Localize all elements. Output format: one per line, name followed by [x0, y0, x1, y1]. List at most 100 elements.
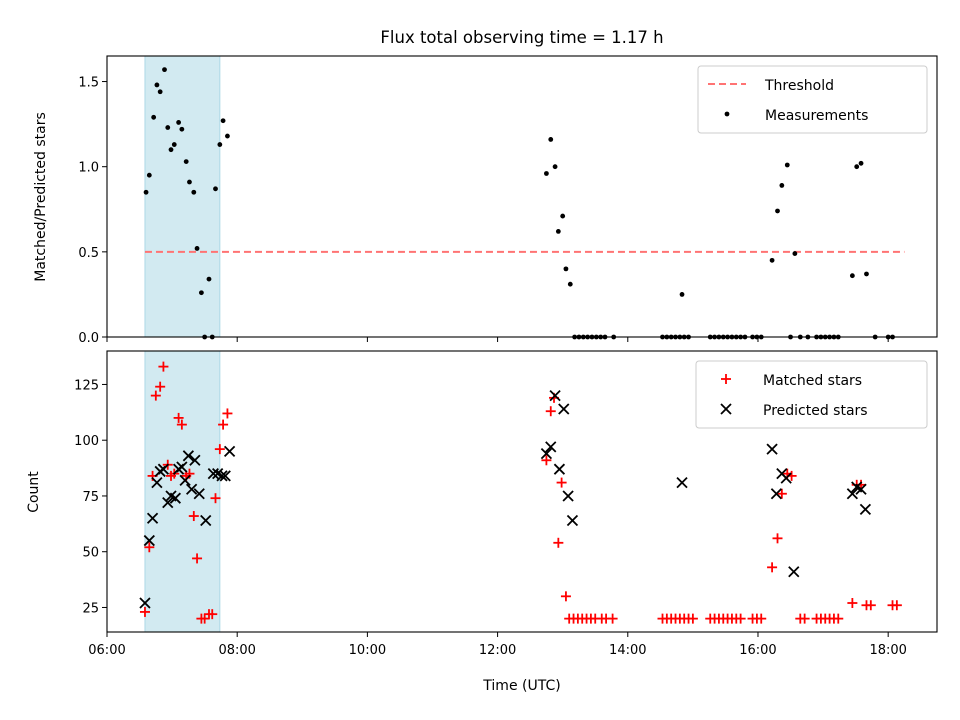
predicted-star-point — [540, 447, 553, 460]
measurement-point — [168, 147, 174, 153]
predicted-star-point — [566, 514, 579, 527]
top-y-tick-label: 0.0 — [78, 331, 99, 346]
matched-star-point — [891, 600, 902, 611]
top-legend: Threshold Measurements — [697, 65, 928, 134]
legend-matched-label: Matched stars — [763, 373, 862, 389]
measurement-point — [784, 162, 790, 168]
measurement-point — [217, 142, 223, 147]
measurement-point — [183, 159, 189, 164]
matched-star-point — [847, 598, 858, 609]
matched-star-point — [176, 419, 187, 430]
measurement-point — [157, 89, 163, 95]
bottom-y-tick-label: 50 — [82, 546, 99, 561]
predicted-star-point — [766, 443, 778, 455]
predicted-star-point-b — [182, 450, 195, 462]
measurement-point — [213, 186, 218, 192]
measurement-point — [567, 281, 573, 287]
top-legend-box — [697, 65, 928, 134]
measurement-point — [176, 120, 182, 125]
measurement-point — [206, 276, 212, 282]
predicted-star-point-b — [770, 488, 783, 500]
predicted-star-point — [139, 597, 151, 609]
legend-threshold-label: Threshold — [764, 78, 834, 94]
bottom-panel-frame — [106, 350, 938, 633]
measurement-point — [544, 171, 549, 176]
predicted-star-point-b — [216, 470, 228, 482]
matched-star-point — [833, 613, 844, 624]
predicted-star-point — [846, 488, 859, 500]
predicted-star-point — [146, 512, 159, 524]
predicted-star-point — [185, 483, 198, 495]
predicted-star-point — [151, 476, 163, 489]
predicted-star-point — [549, 389, 561, 402]
predicted-star-point — [545, 441, 557, 453]
top-y-axis-label: Matched/Predicted stars — [33, 112, 49, 282]
bottom-y-tick-label: 125 — [74, 378, 99, 393]
predicted-star-point-b — [179, 474, 191, 486]
legend-matched-marker — [721, 374, 731, 384]
matched-star-point — [155, 381, 166, 392]
predicted-star-point-b — [212, 468, 224, 480]
predicted-star-point — [179, 474, 191, 486]
matched-star-point — [776, 488, 787, 499]
matched-star-point — [735, 613, 746, 624]
predicted-star-point — [207, 468, 219, 480]
measurement-point — [679, 292, 685, 297]
matched-star-point — [188, 511, 199, 522]
legend-predicted-swatch — [720, 403, 732, 415]
matched-star-point — [158, 361, 169, 372]
x-tick-label: 08:00 — [218, 643, 255, 658]
predicted-star-point — [162, 497, 174, 509]
predicted-star-point-b — [846, 488, 859, 500]
matched-star-point — [772, 533, 783, 544]
predicted-star-point — [216, 470, 228, 482]
legend-predicted-label: Predicted stars — [763, 403, 868, 419]
predicted-star-point — [193, 488, 205, 500]
predicted-star-point-b — [193, 488, 205, 500]
predicted-star-point — [200, 514, 212, 527]
predicted-star-point-b — [185, 483, 198, 495]
measurement-point — [792, 251, 798, 256]
top-y-tick-label: 1.0 — [78, 161, 99, 176]
predicted-star-point-b — [780, 472, 792, 484]
measurement-point — [775, 208, 780, 214]
predicted-star-point — [157, 463, 170, 475]
x-tick-label: 18:00 — [869, 643, 906, 658]
matched-star-point — [210, 493, 221, 504]
measurement-point — [779, 183, 785, 188]
matched-star-point — [541, 455, 552, 466]
measurement-point — [864, 271, 869, 277]
chart-title: Flux total observing time = 1.17 h — [380, 28, 663, 47]
measurement-point — [548, 137, 554, 142]
bottom-y-tick-label: 25 — [82, 601, 99, 616]
predicted-star-point — [219, 470, 231, 482]
predicted-star-point-b — [176, 461, 188, 473]
x-tick-label: 16:00 — [739, 643, 776, 658]
predicted-star-point-b — [566, 514, 579, 527]
matched-star-point — [545, 406, 556, 417]
top-y-tick-label: 1.5 — [78, 76, 99, 91]
predicted-star-point — [855, 483, 867, 495]
measurement-point — [563, 266, 569, 272]
matched-star-point — [799, 613, 810, 624]
x-tick-label: 10:00 — [349, 643, 386, 658]
measurement-point — [154, 82, 160, 88]
matched-star-point — [756, 613, 767, 624]
x-tick-label: 14:00 — [609, 643, 646, 658]
predicted-star-point-b — [553, 463, 566, 475]
matched-star-point — [560, 591, 571, 602]
matched-star-point — [218, 419, 229, 430]
predicted-star-point-b — [165, 490, 177, 502]
matched-star-point — [192, 553, 203, 564]
predicted-star-point-b — [562, 490, 574, 502]
predicted-star-point-b — [139, 597, 151, 609]
predicted-star-point — [182, 450, 195, 462]
legend-measurements-swatch — [724, 111, 730, 117]
measurement-point — [555, 229, 561, 234]
predicted-star-point — [780, 472, 792, 484]
measurement-point — [191, 189, 197, 195]
measurement-point — [143, 189, 149, 195]
measurement-point — [560, 213, 566, 219]
predicted-star-point — [558, 403, 570, 415]
observing-window-shade — [144, 55, 221, 338]
